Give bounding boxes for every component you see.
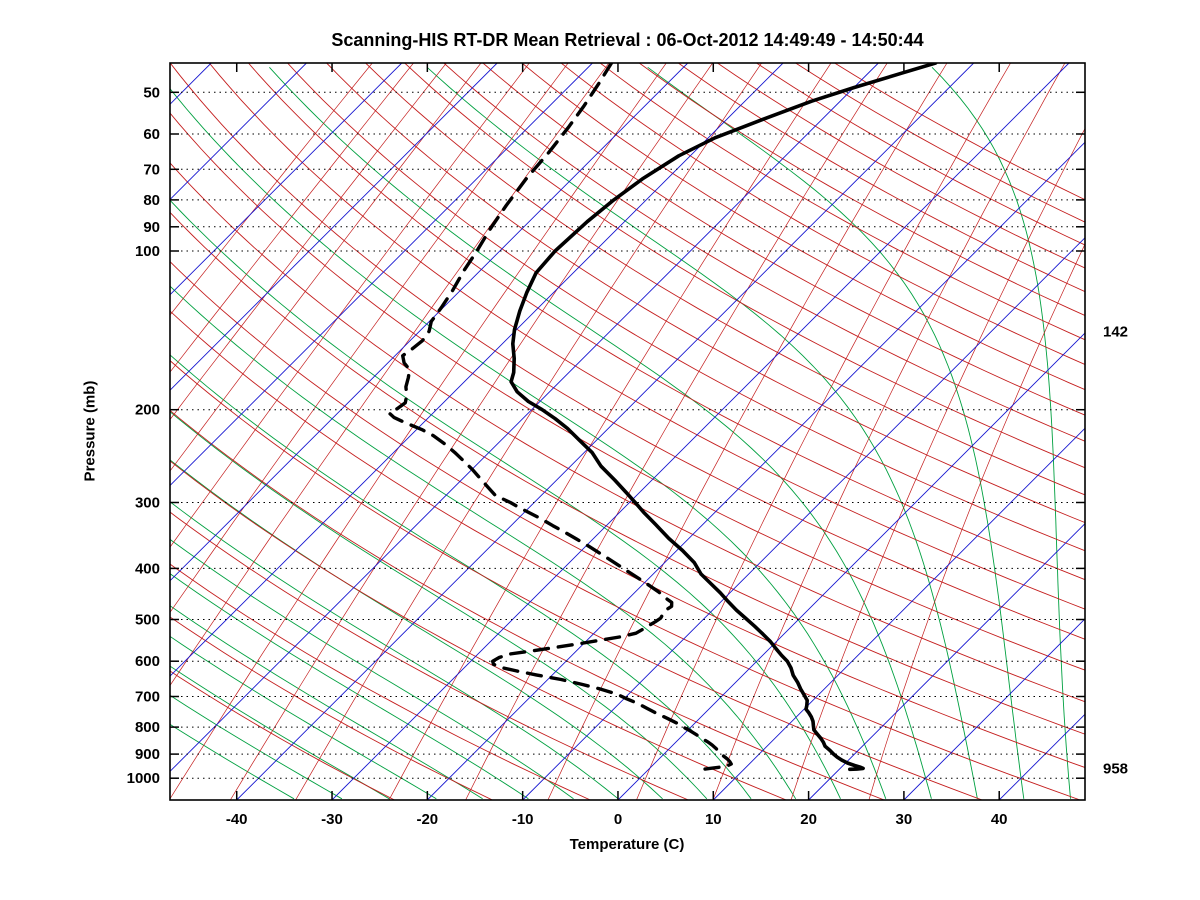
moist-adiabat-lines: [170, 66, 1071, 800]
chart-title: Scanning-HIS RT-DR Mean Retrieval : 06-O…: [331, 30, 924, 50]
pressure-tick-label: 800: [135, 719, 160, 736]
x-axis-label: Temperature (C): [569, 836, 685, 853]
right-annotations: 142 958: [1103, 323, 1128, 777]
temperature-profile-line: [509, 63, 938, 772]
x-tick-label: 10: [705, 811, 722, 828]
x-tick-label: -40: [226, 811, 248, 828]
pressure-tick-label: 80: [143, 192, 160, 209]
x-tick-label: -20: [416, 811, 438, 828]
pressure-tick-label: 900: [135, 746, 160, 763]
pressure-tick-label: 400: [135, 560, 160, 577]
pressure-tick-label: 1000: [127, 770, 160, 787]
x-tick-label: 0: [614, 811, 622, 828]
x-tick-label: -10: [512, 811, 534, 828]
pressure-gridlines: [170, 91, 1085, 779]
axis-box: [169, 62, 1086, 801]
pressure-tick-label: 600: [135, 653, 160, 670]
pressure-tick-labels: 50 60 70 80 90 100 200 300 400 500 600 700 800 900 100…: [127, 84, 1085, 787]
x-tick-label: -30: [321, 811, 343, 828]
y-axis-label: Pressure (mb): [81, 380, 99, 482]
x-tick-label: 20: [800, 811, 817, 828]
pressure-tick-label: 200: [135, 402, 160, 419]
dewpoint-profile-line: [387, 63, 733, 773]
pressure-tick-label: 60: [143, 126, 160, 143]
pressure-annotation: 142: [1103, 323, 1128, 340]
pressure-tick-label: 100: [135, 243, 160, 260]
pressure-tick-label: 700: [135, 689, 160, 706]
pressure-annotation: 958: [1103, 760, 1128, 777]
pressure-tick-label: 300: [135, 495, 160, 512]
pressure-tick-label: 500: [135, 612, 160, 629]
pressure-tick-label: 90: [143, 219, 160, 236]
dry-adiabat-lines: [170, 63, 1085, 800]
x-tick-label: 30: [896, 811, 913, 828]
background-lines: [170, 63, 1085, 800]
x-tick-label: 40: [991, 811, 1008, 828]
x-tick-labels: -40 -30 -20 -10 0 10 20 30 40: [226, 63, 1008, 828]
sounding-profiles: [387, 63, 938, 773]
pressure-tick-label: 50: [143, 84, 160, 101]
pressure-tick-label: 70: [143, 161, 160, 178]
